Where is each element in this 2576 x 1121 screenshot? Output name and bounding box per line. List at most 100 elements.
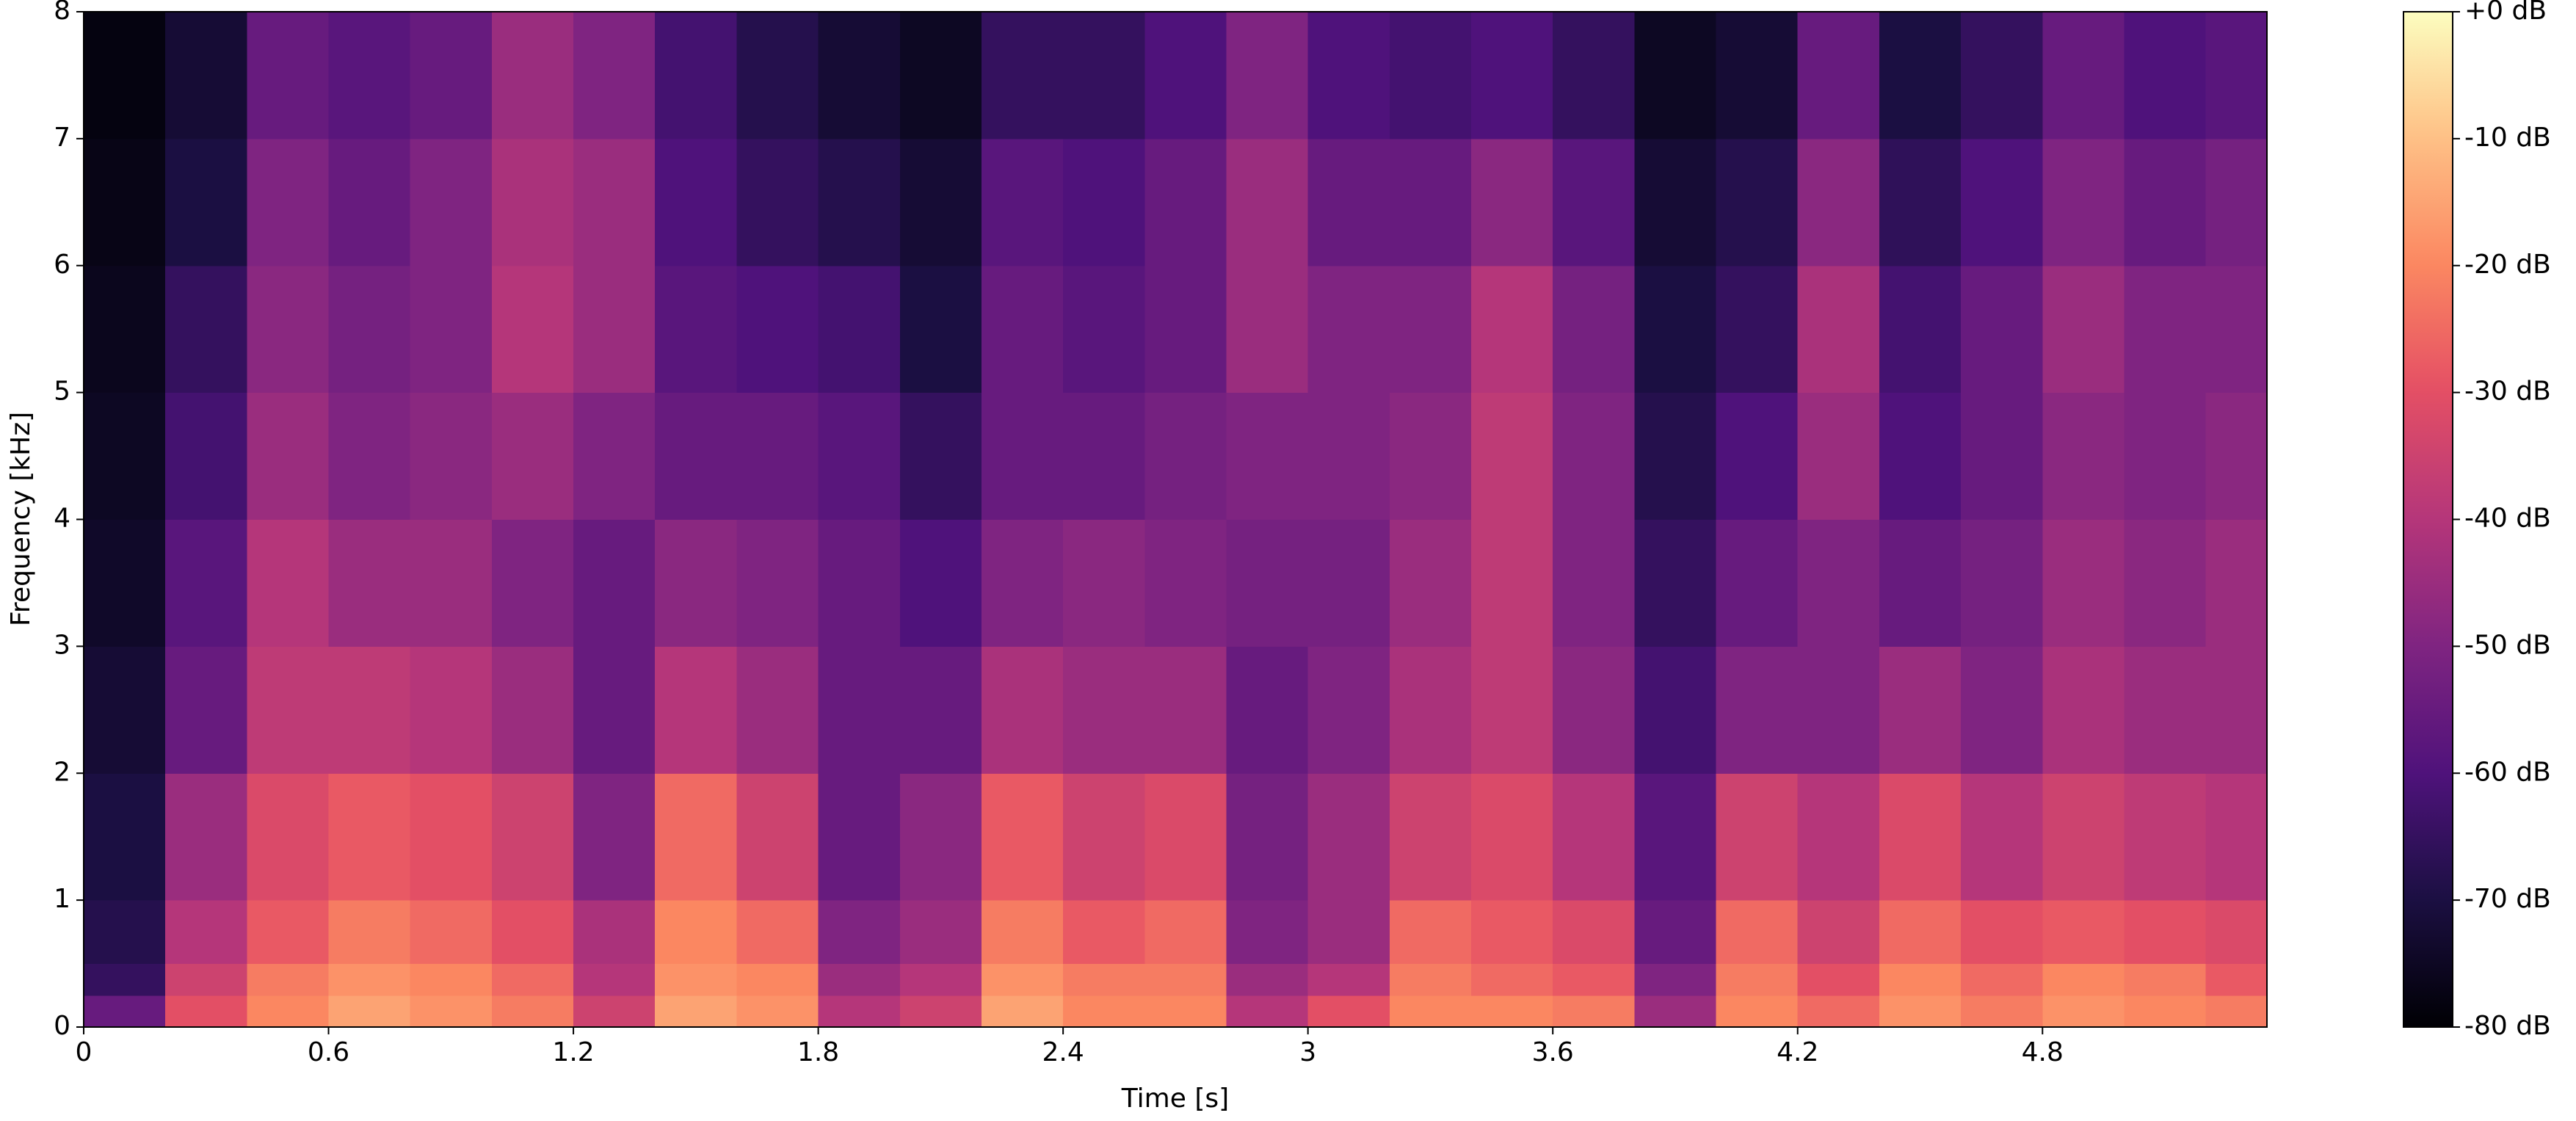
spectrogram-cell (1961, 265, 2043, 393)
spectrogram-cell (1063, 646, 1145, 774)
x-tick-label: 2.4 (1042, 1037, 1084, 1067)
spectrogram-cell (1307, 995, 1390, 1028)
spectrogram-cell (736, 963, 819, 996)
spectrogram-cell (410, 963, 493, 996)
spectrogram-cell (2042, 646, 2125, 774)
spectrogram-cell (491, 265, 574, 393)
spectrogram-cell (2124, 900, 2207, 965)
spectrogram-cell (1471, 12, 1553, 139)
spectrogram-cell (1634, 995, 1717, 1028)
spectrogram-cell (2205, 392, 2268, 520)
spectrogram-cell (328, 995, 411, 1028)
spectrogram-cell (1226, 900, 1309, 965)
spectrogram-cell (84, 519, 166, 647)
spectrogram-cell (165, 12, 247, 139)
spectrogram-cell (736, 265, 819, 393)
spectrogram-cell (1226, 138, 1309, 266)
spectrogram-cell (2205, 265, 2268, 393)
spectrogram-cell (1716, 773, 1799, 901)
spectrogram-cell (1307, 12, 1390, 139)
spectrogram-cell (2042, 138, 2125, 266)
spectrogram-cell (1879, 12, 1962, 139)
spectrogram-cell (1797, 138, 1880, 266)
spectrogram-cell (1634, 392, 1717, 520)
x-tick-label: 1.2 (552, 1037, 594, 1067)
spectrogram-cell (1879, 773, 1962, 901)
x-tick-label: 0 (76, 1037, 92, 1067)
spectrogram-cell (736, 392, 819, 520)
spectrogram-cell (655, 265, 737, 393)
spectrogram-cell (1961, 963, 2043, 996)
spectrogram-cell (818, 963, 901, 996)
spectrogram-cell (1634, 646, 1717, 774)
spectrogram-cell (1961, 995, 2043, 1028)
colorbar-tick-label: -60 dB (2464, 757, 2551, 787)
spectrogram-cell (1716, 646, 1799, 774)
spectrogram-cell (1389, 963, 1472, 996)
spectrogram-cell (1553, 265, 1635, 393)
spectrogram-cell (655, 392, 737, 520)
spectrogram-cell (410, 773, 493, 901)
spectrogram-cell (165, 900, 247, 965)
spectrogram-cell (1389, 265, 1472, 393)
spectrogram-cell (2042, 519, 2125, 647)
spectrogram-cell (2042, 265, 2125, 393)
spectrogram-cell (1553, 519, 1635, 647)
spectrogram-cell (899, 900, 982, 965)
spectrogram-cell (981, 138, 1064, 266)
spectrogram-cell (1307, 265, 1390, 393)
spectrogram-cell (981, 995, 1064, 1028)
spectrogram-cell (1226, 12, 1309, 139)
spectrogram-cell (1226, 963, 1309, 996)
spectrogram-cell (655, 963, 737, 996)
spectrogram-cell (2124, 265, 2207, 393)
spectrogram-cell (1144, 519, 1227, 647)
spectrogram-cell (1307, 646, 1390, 774)
x-tick-label: 3.6 (1532, 1037, 1574, 1067)
spectrogram-cell (410, 265, 493, 393)
colorbar-tick-label: -10 dB (2464, 123, 2551, 153)
spectrogram-cell (981, 392, 1064, 520)
spectrogram-cell (1063, 773, 1145, 901)
spectrogram-cell (573, 519, 656, 647)
spectrogram-cell (165, 138, 247, 266)
spectrogram-cell (165, 963, 247, 996)
spectrogram-cell (1144, 138, 1227, 266)
spectrogram-cell (1716, 138, 1799, 266)
spectrogram-cell (736, 138, 819, 266)
spectrogram-cell (1716, 392, 1799, 520)
spectrogram-cell (1389, 12, 1472, 139)
spectrogram-cell (491, 392, 574, 520)
colorbar-tick-label: -20 dB (2464, 250, 2551, 280)
spectrogram-cell (1961, 773, 2043, 901)
spectrogram-cell (655, 773, 737, 901)
spectrogram-cell (899, 392, 982, 520)
spectrogram-cell (1879, 392, 1962, 520)
spectrogram-cell (1634, 900, 1717, 965)
spectrogram-cell (981, 963, 1064, 996)
spectrogram-cell (1961, 519, 2043, 647)
spectrogram-cell (491, 519, 574, 647)
spectrogram-cell (328, 12, 411, 139)
spectrogram-cell (981, 646, 1064, 774)
spectrogram-cell (410, 900, 493, 965)
spectrogram-cell (1716, 963, 1799, 996)
spectrogram-cell (1471, 900, 1553, 965)
spectrogram-cell (818, 265, 901, 393)
spectrogram-cell (1879, 646, 1962, 774)
spectrogram-cell (1961, 900, 2043, 965)
x-tick-label: 0.6 (308, 1037, 349, 1067)
colorbar (2403, 11, 2453, 1028)
spectrogram-cell (899, 138, 982, 266)
y-tick-label: 0 (54, 1011, 70, 1041)
spectrogram-cell (1553, 12, 1635, 139)
spectrogram-cell (2124, 963, 2207, 996)
spectrogram-cell (899, 773, 982, 901)
spectrogram-cell (655, 12, 737, 139)
spectrogram-cell (1797, 392, 1880, 520)
spectrogram-cell (1226, 995, 1309, 1028)
spectrogram-cell (1144, 12, 1227, 139)
spectrogram-cell (84, 138, 166, 266)
spectrogram-cell (1553, 138, 1635, 266)
